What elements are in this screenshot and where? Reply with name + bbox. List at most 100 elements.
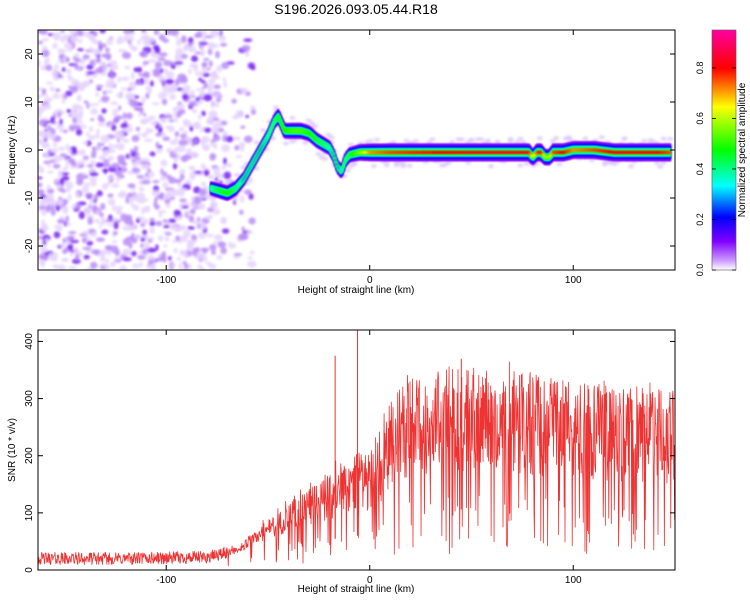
ridge-segment xyxy=(618,150,622,154)
ridge-segment xyxy=(432,150,435,154)
noise-blob xyxy=(157,75,166,82)
ridge-segment xyxy=(584,148,588,152)
noise-blob xyxy=(102,67,107,72)
halo-blob xyxy=(406,163,413,168)
noise-blob xyxy=(63,33,70,40)
noise-blob xyxy=(135,219,140,223)
noise-blob xyxy=(105,149,110,155)
noise-blob xyxy=(128,242,133,249)
ridge-segment xyxy=(382,150,385,154)
ridge-segment xyxy=(271,124,274,127)
ridge-segment xyxy=(346,155,350,158)
noise-blob xyxy=(111,240,118,244)
noise-blob xyxy=(100,142,105,147)
ridge-segment xyxy=(607,150,611,154)
halo-blob xyxy=(253,140,260,145)
noise-blob xyxy=(187,226,195,230)
noise-blob xyxy=(45,120,51,124)
noise-blob xyxy=(109,68,114,74)
colorbar-tick-label: 0.2 xyxy=(695,213,705,226)
ridge-segment xyxy=(289,129,293,133)
ridge-segment xyxy=(279,121,283,124)
ridge-segment xyxy=(417,150,421,154)
noise-blob xyxy=(189,125,194,132)
noise-blob xyxy=(223,171,232,180)
noise-blob xyxy=(71,258,81,264)
noise-blob xyxy=(138,186,145,192)
noise-blob xyxy=(147,88,152,94)
halo-blob xyxy=(588,158,595,163)
ridge-segment xyxy=(484,150,488,154)
noise-blob xyxy=(38,137,42,145)
ridge-segment xyxy=(436,150,440,154)
ridge-segment xyxy=(385,150,388,154)
noise-blob xyxy=(106,223,116,227)
ridge-segment xyxy=(520,150,524,154)
ridge-segment xyxy=(464,150,468,154)
noise-blob xyxy=(154,61,162,69)
noise-blob xyxy=(70,111,78,118)
noise-blob xyxy=(142,248,148,255)
ridge-segment xyxy=(640,150,643,154)
noise-blob xyxy=(164,114,173,119)
ridge-segment xyxy=(365,150,368,154)
ridge-segment xyxy=(657,150,660,154)
noise-blob xyxy=(121,161,128,167)
ridge-segment xyxy=(396,150,400,154)
ridge-segment xyxy=(329,149,333,152)
noise-blob xyxy=(137,38,141,46)
noise-blob xyxy=(68,231,77,235)
noise-blob xyxy=(57,170,62,178)
noise-blob xyxy=(221,164,226,171)
ridge-segment xyxy=(613,150,616,154)
halo-blob xyxy=(390,140,397,145)
noise-blob xyxy=(53,231,61,239)
spectrogram-xtick-label: 100 xyxy=(565,275,582,286)
noise-blob xyxy=(194,71,204,77)
noise-blob xyxy=(178,188,188,192)
halo-blob xyxy=(478,137,485,142)
ridge-segment xyxy=(633,150,636,154)
noise-blob xyxy=(60,175,70,182)
noise-blob xyxy=(127,183,136,189)
ridge-segment xyxy=(574,148,578,152)
noise-blob xyxy=(173,209,182,216)
noise-blob xyxy=(86,164,94,168)
noise-blob xyxy=(162,219,168,223)
ridge-segment xyxy=(597,149,601,153)
noise-blob xyxy=(136,174,145,179)
noise-blob xyxy=(167,256,172,261)
noise-blob xyxy=(106,37,114,46)
ridge-segment xyxy=(513,150,517,154)
noise-blob xyxy=(91,204,98,212)
ridge-segment xyxy=(563,150,566,154)
noise-blob xyxy=(147,171,155,178)
noise-blob xyxy=(58,146,66,151)
ridge-segment xyxy=(247,169,250,173)
noise-blob xyxy=(170,30,179,36)
noise-blob xyxy=(180,155,189,163)
noise-blob xyxy=(188,165,196,171)
ridge-segment xyxy=(466,150,470,154)
noise-blob xyxy=(54,178,60,184)
ridge-segment xyxy=(500,150,504,154)
noise-blob xyxy=(234,145,240,151)
halo-blob xyxy=(247,177,254,182)
noise-blob xyxy=(141,132,148,138)
snr-ylabel: SNR (10 * v/v) xyxy=(7,418,18,482)
ridge-segment xyxy=(644,150,648,154)
noise-blob xyxy=(110,245,119,254)
noise-blob xyxy=(173,225,183,233)
ridge-segment xyxy=(516,150,519,154)
ridge-segment xyxy=(435,150,438,154)
noise-blob xyxy=(180,35,187,44)
noise-blob xyxy=(215,98,222,103)
noise-blob xyxy=(95,57,102,63)
ridge-segment xyxy=(272,120,276,124)
noise-blob xyxy=(90,261,98,270)
ridge-segment xyxy=(462,150,465,154)
ridge-segment xyxy=(224,191,227,194)
noise-blob xyxy=(140,30,148,35)
noise-blob xyxy=(135,81,143,86)
noise-blob xyxy=(101,183,109,190)
